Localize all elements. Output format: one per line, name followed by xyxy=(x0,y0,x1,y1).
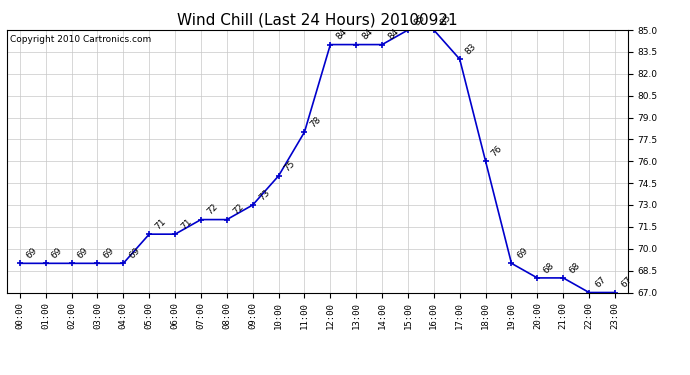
Text: 69: 69 xyxy=(128,246,142,261)
Text: 71: 71 xyxy=(153,217,168,231)
Text: 84: 84 xyxy=(335,27,349,42)
Title: Wind Chill (Last 24 Hours) 20100921: Wind Chill (Last 24 Hours) 20100921 xyxy=(177,12,457,27)
Text: 69: 69 xyxy=(515,246,530,261)
Text: 84: 84 xyxy=(386,27,401,42)
Text: 78: 78 xyxy=(308,115,323,129)
Text: 69: 69 xyxy=(101,246,116,261)
Text: 68: 68 xyxy=(567,261,582,275)
Text: Copyright 2010 Cartronics.com: Copyright 2010 Cartronics.com xyxy=(10,35,151,44)
Text: 71: 71 xyxy=(179,217,194,231)
Text: 85: 85 xyxy=(412,13,426,27)
Text: 75: 75 xyxy=(283,159,297,173)
Text: 67: 67 xyxy=(593,275,608,290)
Text: 73: 73 xyxy=(257,188,271,202)
Text: 72: 72 xyxy=(205,202,219,217)
Text: 67: 67 xyxy=(619,275,633,290)
Text: 84: 84 xyxy=(360,27,375,42)
Text: 83: 83 xyxy=(464,42,478,56)
Text: 69: 69 xyxy=(50,246,64,261)
Text: 68: 68 xyxy=(542,261,556,275)
Text: 69: 69 xyxy=(76,246,90,261)
Text: 72: 72 xyxy=(231,202,246,217)
Text: 76: 76 xyxy=(490,144,504,159)
Text: 85: 85 xyxy=(438,13,453,27)
Text: 69: 69 xyxy=(24,246,39,261)
